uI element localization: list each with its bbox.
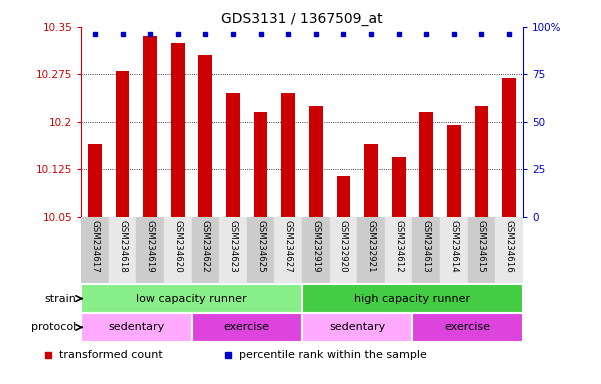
Text: exercise: exercise xyxy=(445,322,490,333)
Bar xyxy=(143,36,157,217)
Text: exercise: exercise xyxy=(224,322,270,333)
Text: GSM234617: GSM234617 xyxy=(90,220,99,272)
Bar xyxy=(412,217,440,284)
Bar xyxy=(247,217,275,284)
Text: GSM234622: GSM234622 xyxy=(201,220,210,272)
Bar xyxy=(302,217,329,284)
Text: percentile rank within the sample: percentile rank within the sample xyxy=(239,350,427,360)
Bar xyxy=(192,217,219,284)
Bar xyxy=(447,125,461,217)
Bar xyxy=(281,93,295,217)
Bar xyxy=(392,157,406,217)
Text: protocol: protocol xyxy=(31,322,77,333)
Text: GSM234627: GSM234627 xyxy=(284,220,293,272)
Bar xyxy=(81,284,302,313)
Text: transformed count: transformed count xyxy=(59,350,163,360)
Text: GSM234619: GSM234619 xyxy=(145,220,154,272)
Bar xyxy=(254,113,267,217)
Bar xyxy=(219,217,247,284)
Text: GSM234612: GSM234612 xyxy=(394,220,403,272)
Bar xyxy=(275,217,302,284)
Text: GSM234625: GSM234625 xyxy=(256,220,265,272)
Text: GSM232921: GSM232921 xyxy=(367,220,376,272)
Bar xyxy=(109,217,136,284)
Bar xyxy=(309,106,323,217)
Title: GDS3131 / 1367509_at: GDS3131 / 1367509_at xyxy=(221,12,383,26)
Bar xyxy=(164,217,192,284)
Bar xyxy=(171,43,185,217)
Text: GSM234614: GSM234614 xyxy=(450,220,459,272)
Bar xyxy=(385,217,412,284)
Text: GSM234616: GSM234616 xyxy=(505,220,514,272)
Bar xyxy=(81,313,192,342)
Bar xyxy=(136,217,164,284)
Bar xyxy=(226,93,240,217)
Bar xyxy=(502,78,516,217)
Bar xyxy=(468,217,495,284)
Bar xyxy=(302,284,523,313)
Bar xyxy=(337,176,350,217)
Bar xyxy=(302,313,412,342)
Text: low capacity runner: low capacity runner xyxy=(136,293,247,304)
Bar xyxy=(419,113,433,217)
Text: GSM234620: GSM234620 xyxy=(173,220,182,272)
Text: GSM234618: GSM234618 xyxy=(118,220,127,272)
Text: high capacity runner: high capacity runner xyxy=(355,293,471,304)
Bar xyxy=(88,144,102,217)
Bar xyxy=(192,313,302,342)
Text: GSM232920: GSM232920 xyxy=(339,220,348,272)
Text: GSM234613: GSM234613 xyxy=(422,220,431,272)
Bar xyxy=(81,217,109,284)
Bar xyxy=(364,144,378,217)
Text: GSM234615: GSM234615 xyxy=(477,220,486,272)
Text: sedentary: sedentary xyxy=(108,322,165,333)
Bar xyxy=(115,71,129,217)
Bar xyxy=(475,106,489,217)
Bar xyxy=(440,217,468,284)
Text: sedentary: sedentary xyxy=(329,322,385,333)
Text: GSM234623: GSM234623 xyxy=(228,220,237,272)
Text: GSM232919: GSM232919 xyxy=(311,220,320,272)
Bar xyxy=(357,217,385,284)
Text: strain: strain xyxy=(45,293,77,304)
Bar xyxy=(329,217,357,284)
Bar xyxy=(495,217,523,284)
Bar xyxy=(198,55,212,217)
Bar xyxy=(412,313,523,342)
